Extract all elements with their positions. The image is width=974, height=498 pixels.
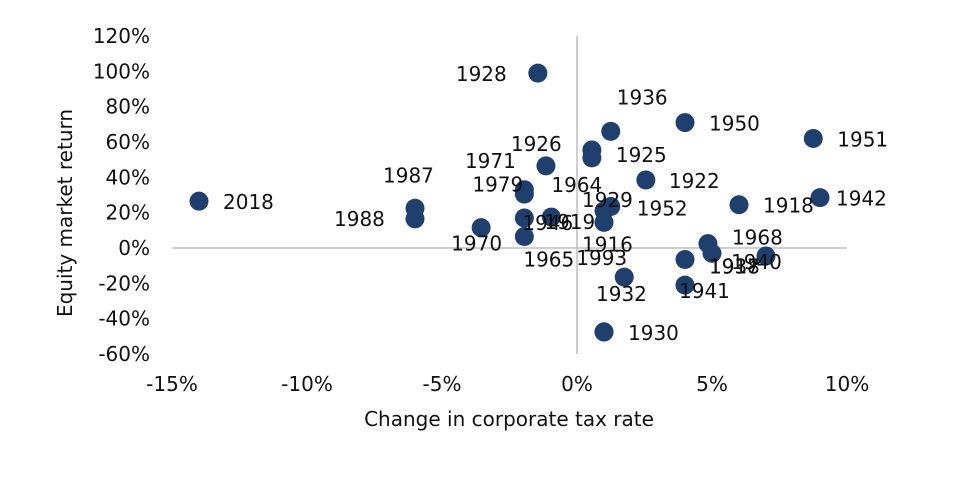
- y-axis-title: Equity market return: [53, 109, 77, 317]
- y-tick-labels: 120% 100% 80% 60% 40% 20% 0% -20% -40% -60%: [93, 24, 150, 366]
- data-point: [601, 121, 621, 141]
- data-point: [756, 246, 776, 266]
- data-point: [675, 275, 695, 295]
- x-tick-label: -10%: [281, 372, 333, 396]
- data-point-label: 1916: [582, 232, 633, 256]
- data-point-label: 1917: [709, 254, 760, 278]
- data-point-label: 1952: [637, 196, 688, 220]
- y-tick-label: -20%: [98, 271, 150, 295]
- x-tick-label: -15%: [146, 372, 198, 396]
- data-point-label: 1936: [617, 85, 668, 109]
- x-tick-label: 10%: [825, 372, 869, 396]
- y-tick-label: 0%: [118, 236, 150, 260]
- data-point-label: 1971: [465, 149, 516, 173]
- data-point: [405, 209, 425, 229]
- y-tick-label: 20%: [106, 201, 150, 225]
- data-point-label: 1988: [334, 207, 385, 231]
- data-point-label: 1929: [582, 188, 633, 212]
- data-point-label: 1942: [836, 187, 887, 211]
- data-point: [729, 195, 749, 215]
- data-point-label: 1987: [383, 163, 434, 187]
- y-tick-label: 40%: [106, 165, 150, 189]
- data-point: [514, 208, 534, 228]
- data-point-label: 1950: [709, 112, 760, 136]
- data-point-label: 1940: [731, 250, 782, 274]
- data-point: [594, 322, 614, 342]
- data-point-label: 1938: [709, 254, 760, 278]
- data-point: [803, 128, 823, 148]
- data-point-label: 1951: [837, 127, 888, 151]
- data-point-label: 1946: [522, 211, 573, 235]
- x-tick-label: 0%: [561, 372, 593, 396]
- y-tick-label: 80%: [106, 95, 150, 119]
- data-point: [810, 188, 830, 208]
- x-tick-label: 5%: [696, 372, 728, 396]
- data-point-label: 1965: [523, 248, 574, 272]
- data-point: [471, 218, 491, 238]
- data-point-label: 1922: [669, 169, 720, 193]
- data-point-label: 1930: [628, 321, 679, 345]
- y-tick-label: 120%: [93, 24, 150, 48]
- data-point: [594, 212, 614, 232]
- data-point-label: 1919: [544, 210, 595, 234]
- x-axis-title: Change in corporate tax rate: [364, 407, 654, 431]
- data-point: [614, 267, 634, 287]
- data-point-label: 1968: [732, 226, 783, 250]
- x-tick-label: -5%: [423, 372, 462, 396]
- data-point: [189, 191, 209, 211]
- data-point-label: 1993: [576, 246, 627, 270]
- y-tick-label: 100%: [93, 59, 150, 83]
- y-tick-label: 60%: [106, 130, 150, 154]
- data-points: [189, 63, 830, 342]
- data-point: [514, 184, 534, 204]
- data-point-labels: 1928 1936 1950 1951 1926 1925 1971 1922 1987 1979…: [223, 62, 888, 345]
- data-point: [528, 63, 548, 83]
- data-point-label: 1928: [456, 62, 507, 86]
- data-point: [582, 148, 602, 168]
- data-point-label: 1964: [551, 173, 602, 197]
- data-point: [636, 170, 656, 190]
- data-point: [541, 207, 561, 227]
- data-point-label: 1918: [763, 194, 814, 218]
- data-point-label: 1932: [596, 282, 647, 306]
- data-point-label: 1926: [511, 132, 562, 156]
- data-point-label: 1970: [451, 232, 502, 256]
- data-point-label: 1979: [472, 173, 523, 197]
- data-point: [702, 243, 722, 263]
- y-tick-label: -60%: [98, 342, 150, 366]
- data-point: [675, 249, 695, 269]
- data-point: [675, 113, 695, 133]
- x-tick-labels: -15% -10% -5% 0% 5% 10%: [146, 372, 869, 396]
- data-point: [536, 156, 556, 176]
- data-point-label: 1941: [679, 279, 730, 303]
- data-point: [514, 227, 534, 247]
- y-tick-label: -40%: [98, 307, 150, 331]
- data-point-label: 2018: [223, 190, 274, 214]
- data-point-label: 1925: [616, 143, 667, 167]
